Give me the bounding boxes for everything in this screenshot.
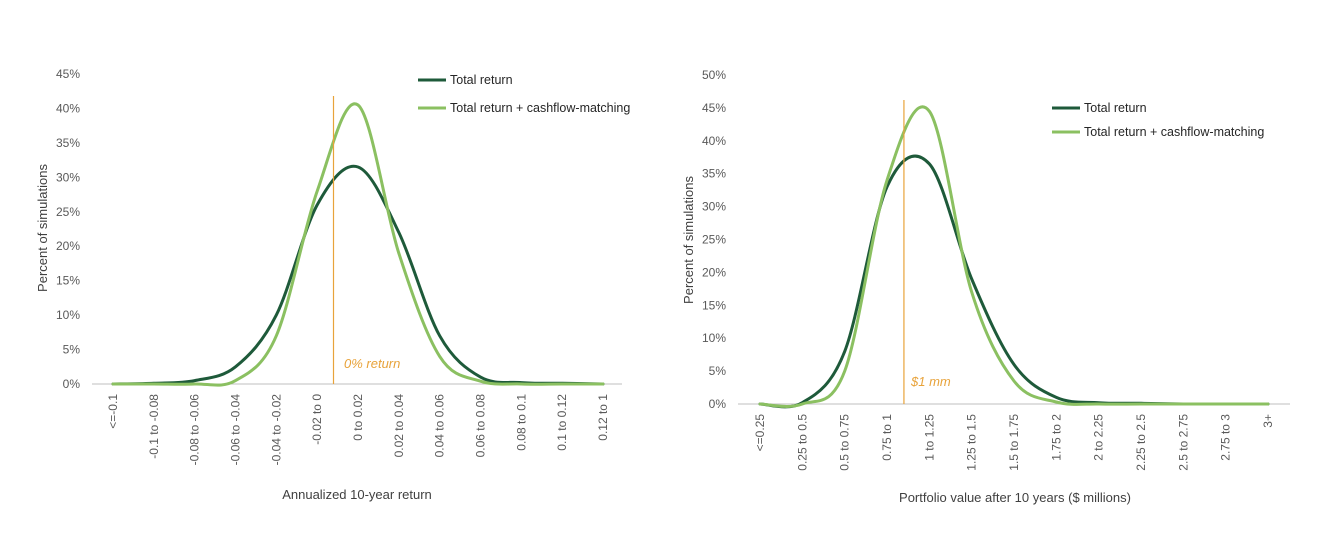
left-chart-marker: 0% return bbox=[332, 96, 400, 384]
left-chart-x-tick-label: 0 to 0.02 bbox=[351, 394, 365, 441]
right-chart-y-tick-label: 30% bbox=[702, 200, 726, 214]
right-chart-x-tick-label: 1.75 to 2 bbox=[1049, 414, 1063, 461]
left-chart-y-tick-label: 30% bbox=[56, 170, 80, 184]
left-chart-legend-label: Total return + cashflow-matching bbox=[450, 101, 630, 115]
right-chart-legend-label: Total return + cashflow-matching bbox=[1084, 125, 1264, 139]
right-chart: 0% 5% 10% 15% 20% 25% 30% 35% 40% 45% 50% <=0.25 0.… bbox=[681, 68, 1290, 505]
right-chart-series bbox=[758, 105, 1270, 409]
right-chart-y-tick-label: 35% bbox=[702, 167, 726, 181]
right-chart-x-tick-label: 2.75 to 3 bbox=[1219, 414, 1233, 461]
left-chart-legend: Total return Total return + cashflow-matc… bbox=[418, 73, 630, 115]
right-chart-x-tick-label: 0.5 to 0.75 bbox=[838, 414, 852, 471]
left-chart: 0% 5% 10% 15% 20% 25% 30% 35% 40% 45% <=-0.1 -0.1 … bbox=[35, 67, 630, 502]
left-chart-x-tick-label: 0.02 to 0.04 bbox=[392, 394, 406, 458]
right-chart-ylabel: Percent of simulations bbox=[681, 176, 696, 304]
right-chart-y-tick-label: 0% bbox=[709, 397, 727, 411]
left-chart-x-tick-label: -0.06 to -0.04 bbox=[229, 394, 243, 466]
right-chart-x-tick-label: 1.25 to 1.5 bbox=[965, 414, 979, 471]
right-chart-y-tick-label: 40% bbox=[702, 134, 726, 148]
right-chart-x-tick-label: 2.5 to 2.75 bbox=[1176, 414, 1190, 471]
left-chart-xlabel: Annualized 10-year return bbox=[282, 487, 432, 502]
right-chart-y-ticks: 0% 5% 10% 15% 20% 25% 30% 35% 40% 45% 50% bbox=[702, 68, 726, 411]
right-chart-y-tick-label: 20% bbox=[702, 265, 726, 279]
left-chart-legend-label: Total return bbox=[450, 73, 513, 87]
left-chart-x-tick-label: 0.12 to 1 bbox=[596, 394, 610, 441]
left-chart-x-tick-label: 0.06 to 0.08 bbox=[474, 394, 488, 458]
right-chart-y-tick-label: 15% bbox=[702, 298, 726, 312]
right-chart-y-tick-label: 45% bbox=[702, 101, 726, 115]
left-chart-y-tick-label: 20% bbox=[56, 239, 80, 253]
left-chart-x-tick-label: 0.04 to 0.06 bbox=[433, 394, 447, 458]
left-chart-y-tick-label: 40% bbox=[56, 101, 80, 115]
left-chart-y-ticks: 0% 5% 10% 15% 20% 25% 30% 35% 40% 45% bbox=[56, 67, 80, 391]
left-chart-reference-label: 0% return bbox=[344, 356, 400, 371]
left-chart-x-tick-label: -0.08 to -0.06 bbox=[188, 394, 202, 466]
left-chart-ylabel: Percent of simulations bbox=[35, 164, 50, 292]
right-chart-x-ticks: <=0.25 0.25 to 0.5 0.5 to 0.75 0.75 to 1 1 t… bbox=[753, 414, 1275, 471]
left-chart-x-tick-label: 0.1 to 0.12 bbox=[555, 394, 569, 451]
right-chart-marker: $1 mm bbox=[903, 100, 951, 404]
right-chart-reference-label: $1 mm bbox=[910, 374, 951, 389]
right-chart-x-tick-label: 3+ bbox=[1261, 414, 1275, 428]
right-chart-x-tick-label: 0.25 to 0.5 bbox=[795, 414, 809, 471]
left-chart-y-tick-label: 15% bbox=[56, 274, 80, 288]
left-chart-y-tick-label: 35% bbox=[56, 136, 80, 150]
left-chart-y-tick-label: 0% bbox=[63, 377, 81, 391]
right-chart-line-total-return-cashflow-matching bbox=[758, 105, 1270, 408]
right-chart-line-total-return bbox=[758, 154, 1270, 409]
right-chart-legend: Total return Total return + cashflow-matc… bbox=[1052, 101, 1264, 139]
right-chart-y-tick-label: 50% bbox=[702, 68, 726, 82]
left-chart-y-tick-label: 5% bbox=[63, 343, 81, 357]
left-chart-y-tick-label: 10% bbox=[56, 308, 80, 322]
left-chart-x-tick-label: <=-0.1 bbox=[106, 394, 120, 429]
left-chart-y-tick-label: 25% bbox=[56, 205, 80, 219]
left-chart-x-tick-label: 0.08 to 0.1 bbox=[514, 394, 528, 451]
right-chart-y-tick-label: 25% bbox=[702, 233, 726, 247]
right-chart-y-tick-label: 10% bbox=[702, 331, 726, 345]
right-chart-x-tick-label: 2.25 to 2.5 bbox=[1134, 414, 1148, 471]
left-chart-series bbox=[111, 102, 605, 387]
left-chart-line-total-return-cashflow-matching bbox=[111, 102, 605, 387]
right-chart-x-tick-label: <=0.25 bbox=[753, 414, 767, 452]
right-chart-x-tick-label: 2 to 2.25 bbox=[1092, 414, 1106, 461]
left-chart-x-tick-label: -0.04 to -0.02 bbox=[269, 394, 283, 466]
left-chart-x-tick-label: -0.02 to 0 bbox=[310, 394, 324, 445]
right-chart-y-tick-label: 5% bbox=[709, 364, 727, 378]
right-chart-x-tick-label: 1 to 1.25 bbox=[922, 414, 936, 461]
left-chart-y-tick-label: 45% bbox=[56, 67, 80, 81]
left-chart-line-total-return bbox=[111, 164, 605, 386]
right-chart-x-tick-label: 0.75 to 1 bbox=[880, 414, 894, 461]
right-chart-legend-label: Total return bbox=[1084, 101, 1147, 115]
left-chart-x-tick-label: -0.1 to -0.08 bbox=[147, 394, 161, 459]
left-chart-x-ticks: <=-0.1 -0.1 to -0.08 -0.08 to -0.06 -0.06 t… bbox=[106, 394, 610, 466]
right-chart-xlabel: Portfolio value after 10 years ($ millio… bbox=[899, 490, 1131, 505]
right-chart-x-tick-label: 1.5 to 1.75 bbox=[1007, 414, 1021, 471]
